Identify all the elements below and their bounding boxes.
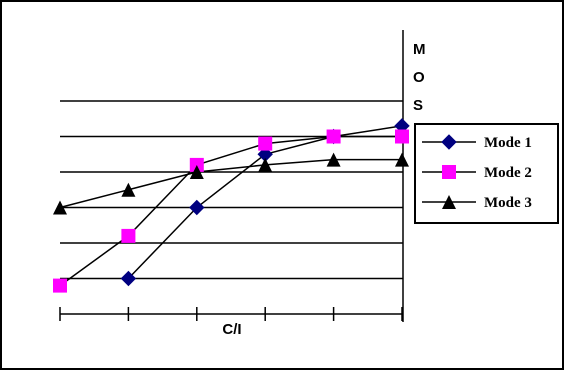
- legend-box: [414, 123, 559, 224]
- series-2-point-2: [121, 228, 136, 243]
- series-3-point-4: [258, 157, 273, 172]
- series-1-point-3: [189, 199, 205, 216]
- series-2-point-6: [395, 129, 409, 144]
- x-axis-label: C/I: [222, 321, 241, 338]
- series-2-point-1: [53, 278, 67, 293]
- series-line-2: [59, 135, 402, 287]
- series-3-point-2: [121, 182, 136, 197]
- series-3-point-3: [189, 165, 204, 179]
- series-2-point-4: [258, 136, 273, 151]
- series-line-3: [59, 158, 402, 209]
- series-1-point-2: [120, 270, 137, 287]
- series-3-point-1: [53, 200, 67, 215]
- legend-label-3: Mode 3: [484, 195, 532, 211]
- series-2-point-5: [326, 129, 341, 144]
- legend-label-2: Mode 2: [484, 165, 532, 181]
- legend: Mode 1 Mode 2 Mode 3: [414, 123, 559, 224]
- legend-marker-3: [442, 195, 456, 209]
- series-2-point-3: [189, 157, 204, 172]
- gridlines: [60, 100, 403, 280]
- annotation-o: O: [413, 69, 425, 86]
- series-3-point-6: [395, 152, 409, 167]
- series-3-point-5: [326, 152, 341, 167]
- legend-label-1: Mode 1: [484, 135, 532, 151]
- annotation-s: S: [413, 97, 423, 114]
- axes: [59, 30, 404, 322]
- legend-marker-1: [441, 134, 457, 150]
- series-markers: [53, 118, 410, 293]
- annotation-m: M: [413, 41, 426, 58]
- legend-marker-2: [442, 165, 456, 179]
